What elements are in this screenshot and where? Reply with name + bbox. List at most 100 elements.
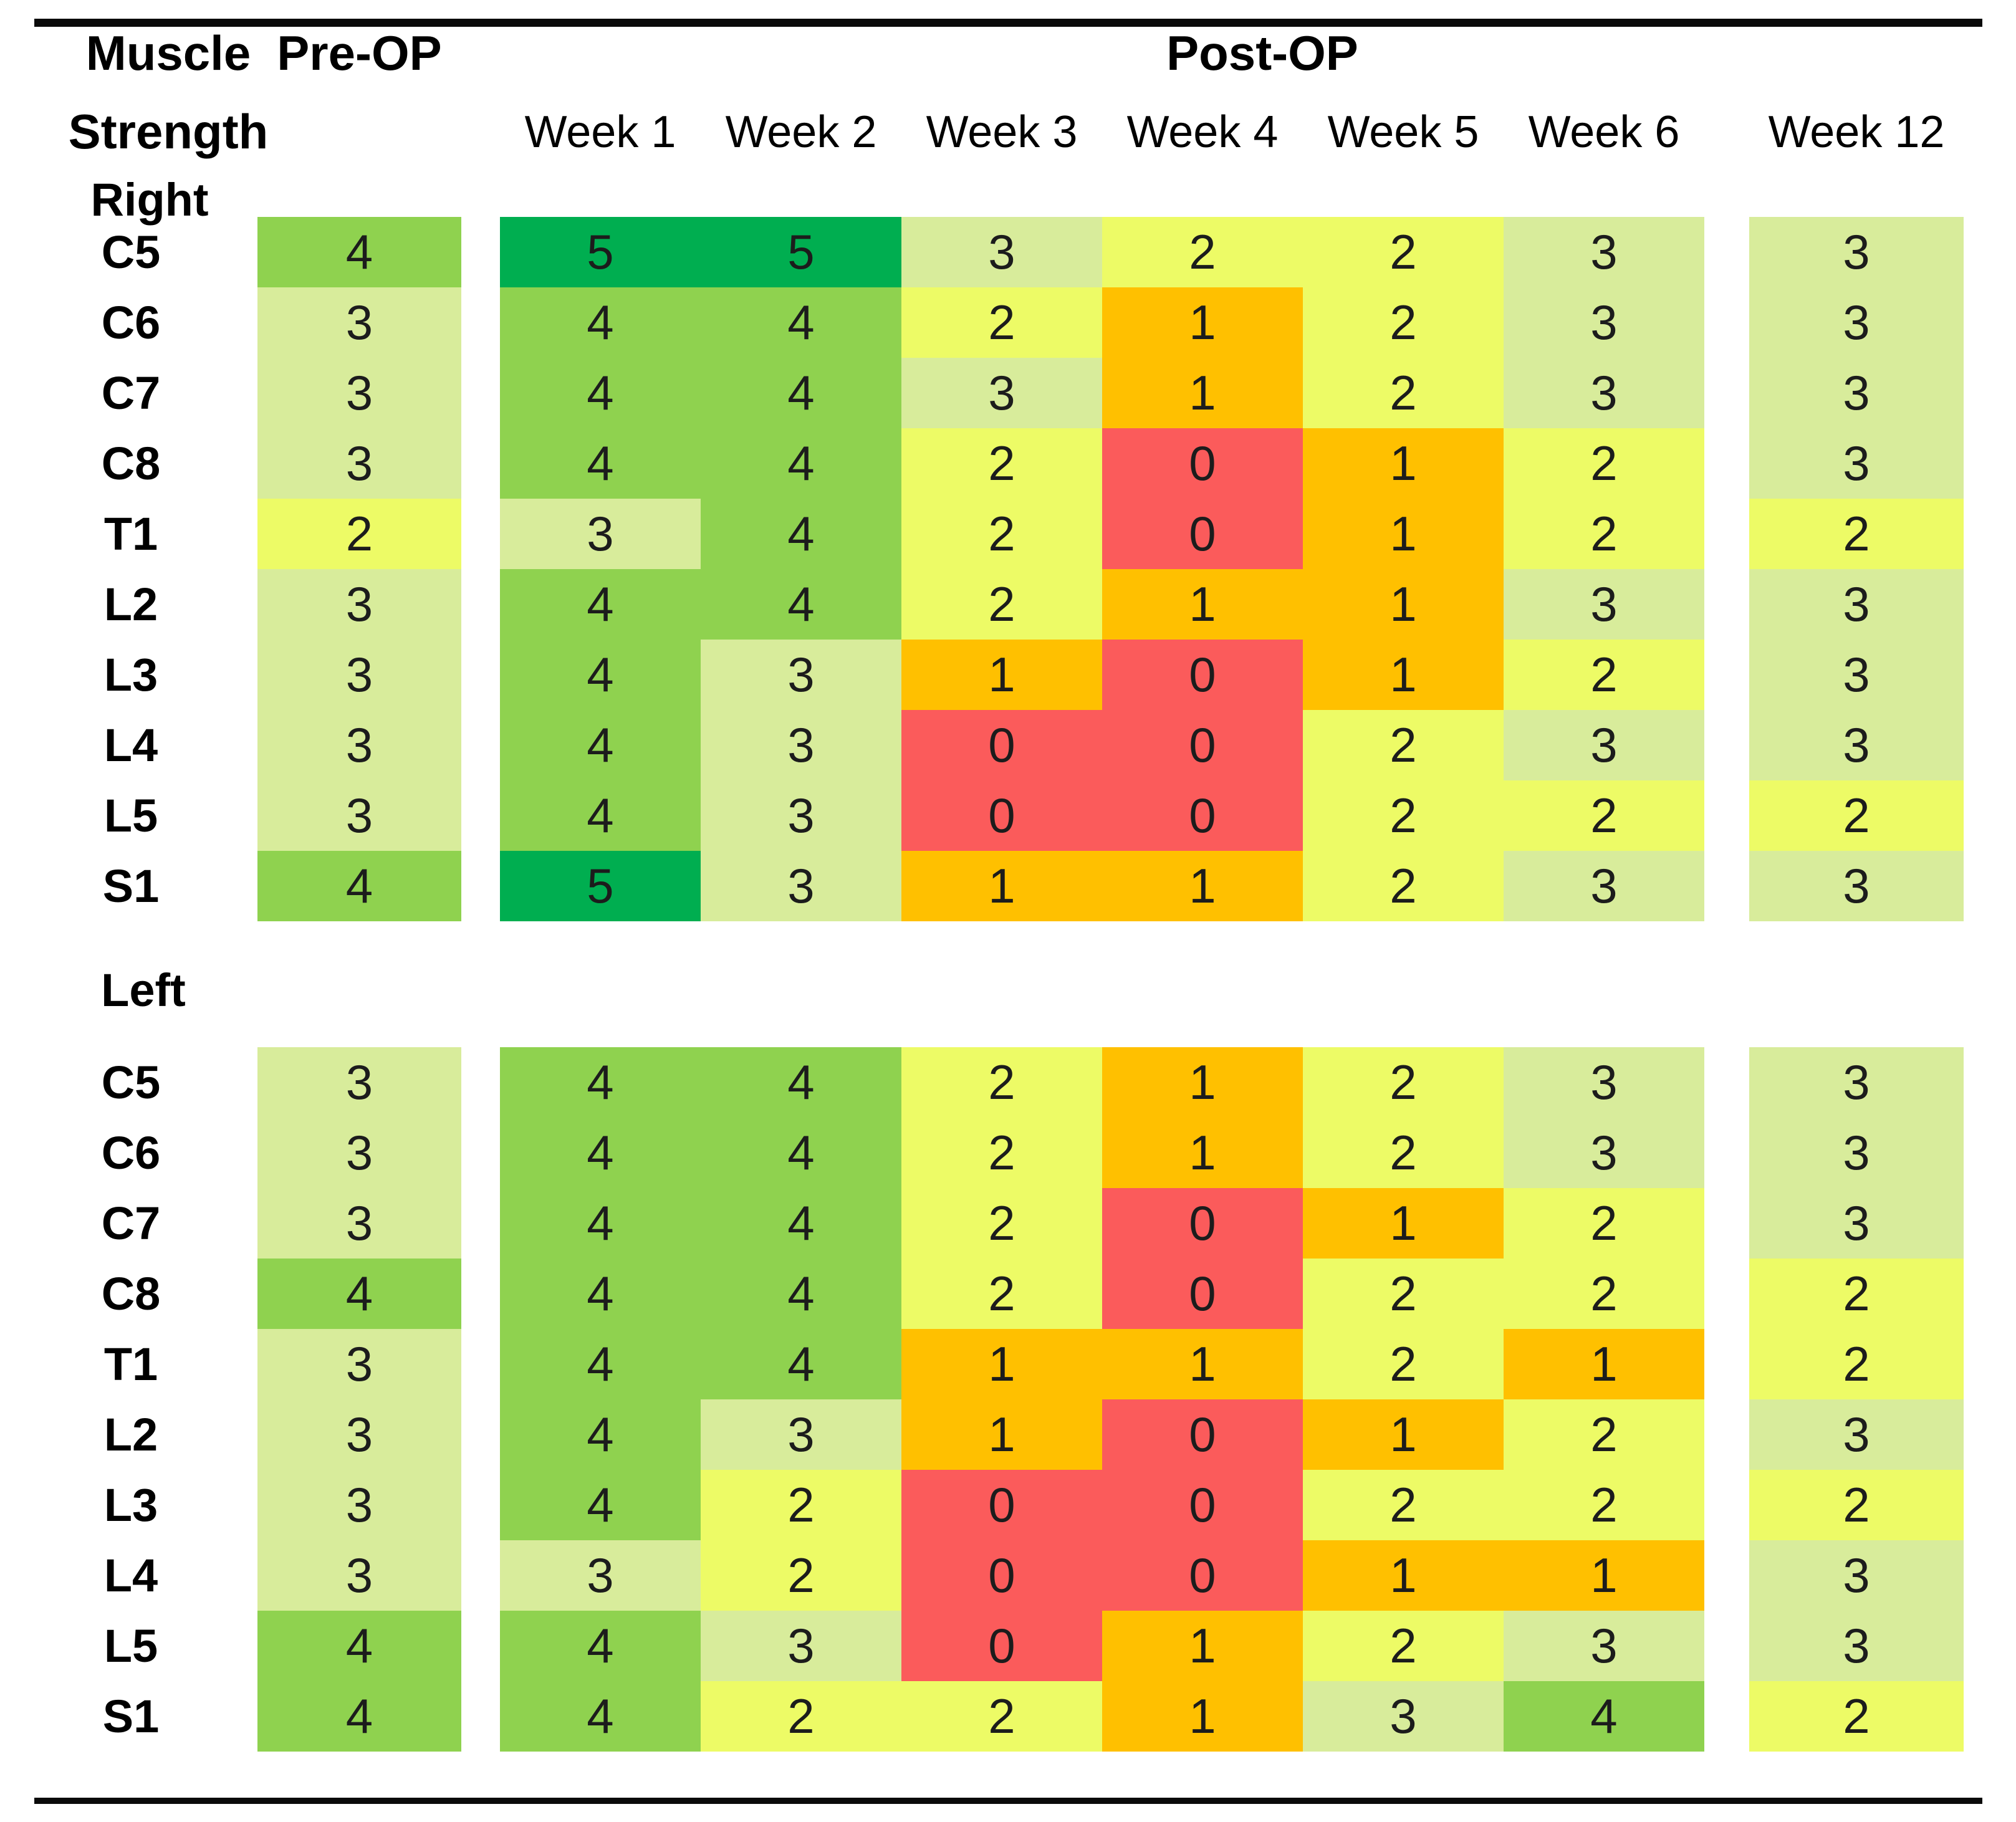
strength-cell-week6: 2	[1504, 640, 1704, 710]
top-rule	[34, 19, 1982, 27]
strength-cell-week4: 0	[1102, 499, 1303, 569]
strength-cell-preop: 2	[257, 499, 461, 569]
muscle-row-label: C5	[101, 226, 161, 278]
strength-cell-week5: 2	[1303, 358, 1504, 428]
week-2-header: Week 2	[725, 107, 877, 157]
strength-cell-week12: 3	[1749, 217, 1964, 287]
strength-cell-week12: 3	[1749, 1399, 1964, 1470]
spacer	[1704, 1611, 1749, 1681]
strength-cell-week3: 2	[901, 499, 1102, 569]
strength-cell-week2: 4	[701, 1329, 901, 1399]
strength-cell-week5: 1	[1303, 1399, 1504, 1470]
table-title-line1: Muscle	[85, 26, 251, 80]
strength-cell-preop: 4	[257, 1259, 461, 1329]
spacer	[224, 1329, 257, 1399]
spacer	[224, 1611, 257, 1681]
spacer	[224, 640, 257, 710]
spacer	[1704, 780, 1749, 851]
strength-cell-week12: 2	[1749, 1470, 1964, 1540]
strength-cell-week6: 2	[1504, 1259, 1704, 1329]
spacer	[461, 358, 500, 428]
strength-cell-week4: 1	[1102, 1329, 1303, 1399]
strength-cell-week5: 1	[1303, 1188, 1504, 1259]
strength-cell-preop: 3	[257, 1188, 461, 1259]
muscle-row-label: C5	[101, 1057, 161, 1108]
spacer	[224, 710, 257, 780]
spacer	[1704, 569, 1749, 640]
strength-cell-week12: 3	[1749, 851, 1964, 921]
strength-cell-week2: 4	[701, 428, 901, 499]
muscle-row-label: L4	[103, 719, 158, 771]
spacer	[461, 1188, 500, 1259]
week-4-header: Week 4	[1126, 107, 1279, 157]
spacer	[461, 1329, 500, 1399]
strength-cell-week3: 2	[901, 1259, 1102, 1329]
strength-cell-preop: 3	[257, 1329, 461, 1399]
strength-cell-week4: 0	[1102, 640, 1303, 710]
strength-cell-week2: 4	[701, 1259, 901, 1329]
left-side-label: Left	[101, 964, 186, 1016]
bottom-rule	[34, 1798, 1982, 1804]
table-title-line2: Strength	[68, 104, 269, 159]
strength-cell-week2: 4	[701, 569, 901, 640]
strength-cell-week4: 0	[1102, 1259, 1303, 1329]
spacer	[224, 217, 257, 287]
strength-cell-week5: 2	[1303, 851, 1504, 921]
strength-cell-week3: 0	[901, 1540, 1102, 1611]
strength-cell-week5: 1	[1303, 1540, 1504, 1611]
strength-cell-week4: 1	[1102, 569, 1303, 640]
strength-cell-week3: 3	[901, 358, 1102, 428]
strength-cell-week3: 2	[901, 428, 1102, 499]
strength-cell-preop: 4	[257, 217, 461, 287]
right-strength-table: C5 4 5 5 3 2 2 3 3 C6 3 4 4 2 1 2 3 3 C7 3 4 4 3 1 2 3 3 C8 3 4 4 2 0 1 2 3…	[37, 217, 1964, 921]
strength-cell-preop: 4	[257, 851, 461, 921]
strength-cell-week2: 4	[701, 358, 901, 428]
strength-cell-week6: 2	[1504, 780, 1704, 851]
strength-cell-week2: 4	[701, 287, 901, 358]
strength-cell-week2: 4	[701, 1047, 901, 1118]
spacer	[224, 1047, 257, 1118]
spacer	[1704, 287, 1749, 358]
strength-cell-week3: 2	[901, 1118, 1102, 1188]
muscle-row-label: C7	[101, 1197, 161, 1249]
strength-cell-week5: 2	[1303, 1259, 1504, 1329]
strength-cell-preop: 3	[257, 287, 461, 358]
strength-cell-preop: 3	[257, 710, 461, 780]
strength-cell-week6: 1	[1504, 1329, 1704, 1399]
left-strength-table: C5 3 4 4 2 1 2 3 3 C6 3 4 4 2 1 2 3 3 C7 3 4 4 2 0 1 2 3 C8 4 4 4 2 0 2 2 2…	[37, 1047, 1964, 1752]
strength-cell-week5: 1	[1303, 499, 1504, 569]
strength-cell-week1: 4	[500, 287, 701, 358]
strength-cell-week6: 1	[1504, 1540, 1704, 1611]
spacer	[224, 780, 257, 851]
strength-cell-preop: 3	[257, 780, 461, 851]
spacer	[1704, 1047, 1749, 1118]
strength-cell-week4: 0	[1102, 1399, 1303, 1470]
strength-cell-week1: 4	[500, 1399, 701, 1470]
strength-cell-week2: 3	[701, 1399, 901, 1470]
strength-cell-week5: 1	[1303, 569, 1504, 640]
strength-cell-week1: 4	[500, 1047, 701, 1118]
muscle-row-label: L2	[103, 578, 158, 630]
strength-cell-week3: 2	[901, 287, 1102, 358]
spacer	[461, 499, 500, 569]
muscle-row-label: C7	[101, 367, 161, 419]
spacer	[224, 1259, 257, 1329]
strength-cell-week3: 2	[901, 569, 1102, 640]
strength-cell-week6: 3	[1504, 1047, 1704, 1118]
spacer	[461, 1399, 500, 1470]
strength-cell-preop: 3	[257, 1540, 461, 1611]
strength-cell-week2: 3	[701, 1611, 901, 1681]
strength-cell-week1: 4	[500, 780, 701, 851]
muscle-row-label: C8	[101, 1268, 161, 1320]
strength-cell-week6: 3	[1504, 569, 1704, 640]
strength-cell-week6: 2	[1504, 428, 1704, 499]
spacer	[461, 1259, 500, 1329]
strength-cell-week12: 3	[1749, 1540, 1964, 1611]
muscle-row-label: C6	[101, 1127, 161, 1179]
spacer	[1704, 640, 1749, 710]
spacer	[461, 287, 500, 358]
strength-cell-week1: 4	[500, 1259, 701, 1329]
spacer	[1704, 1399, 1749, 1470]
strength-cell-week1: 4	[500, 640, 701, 710]
